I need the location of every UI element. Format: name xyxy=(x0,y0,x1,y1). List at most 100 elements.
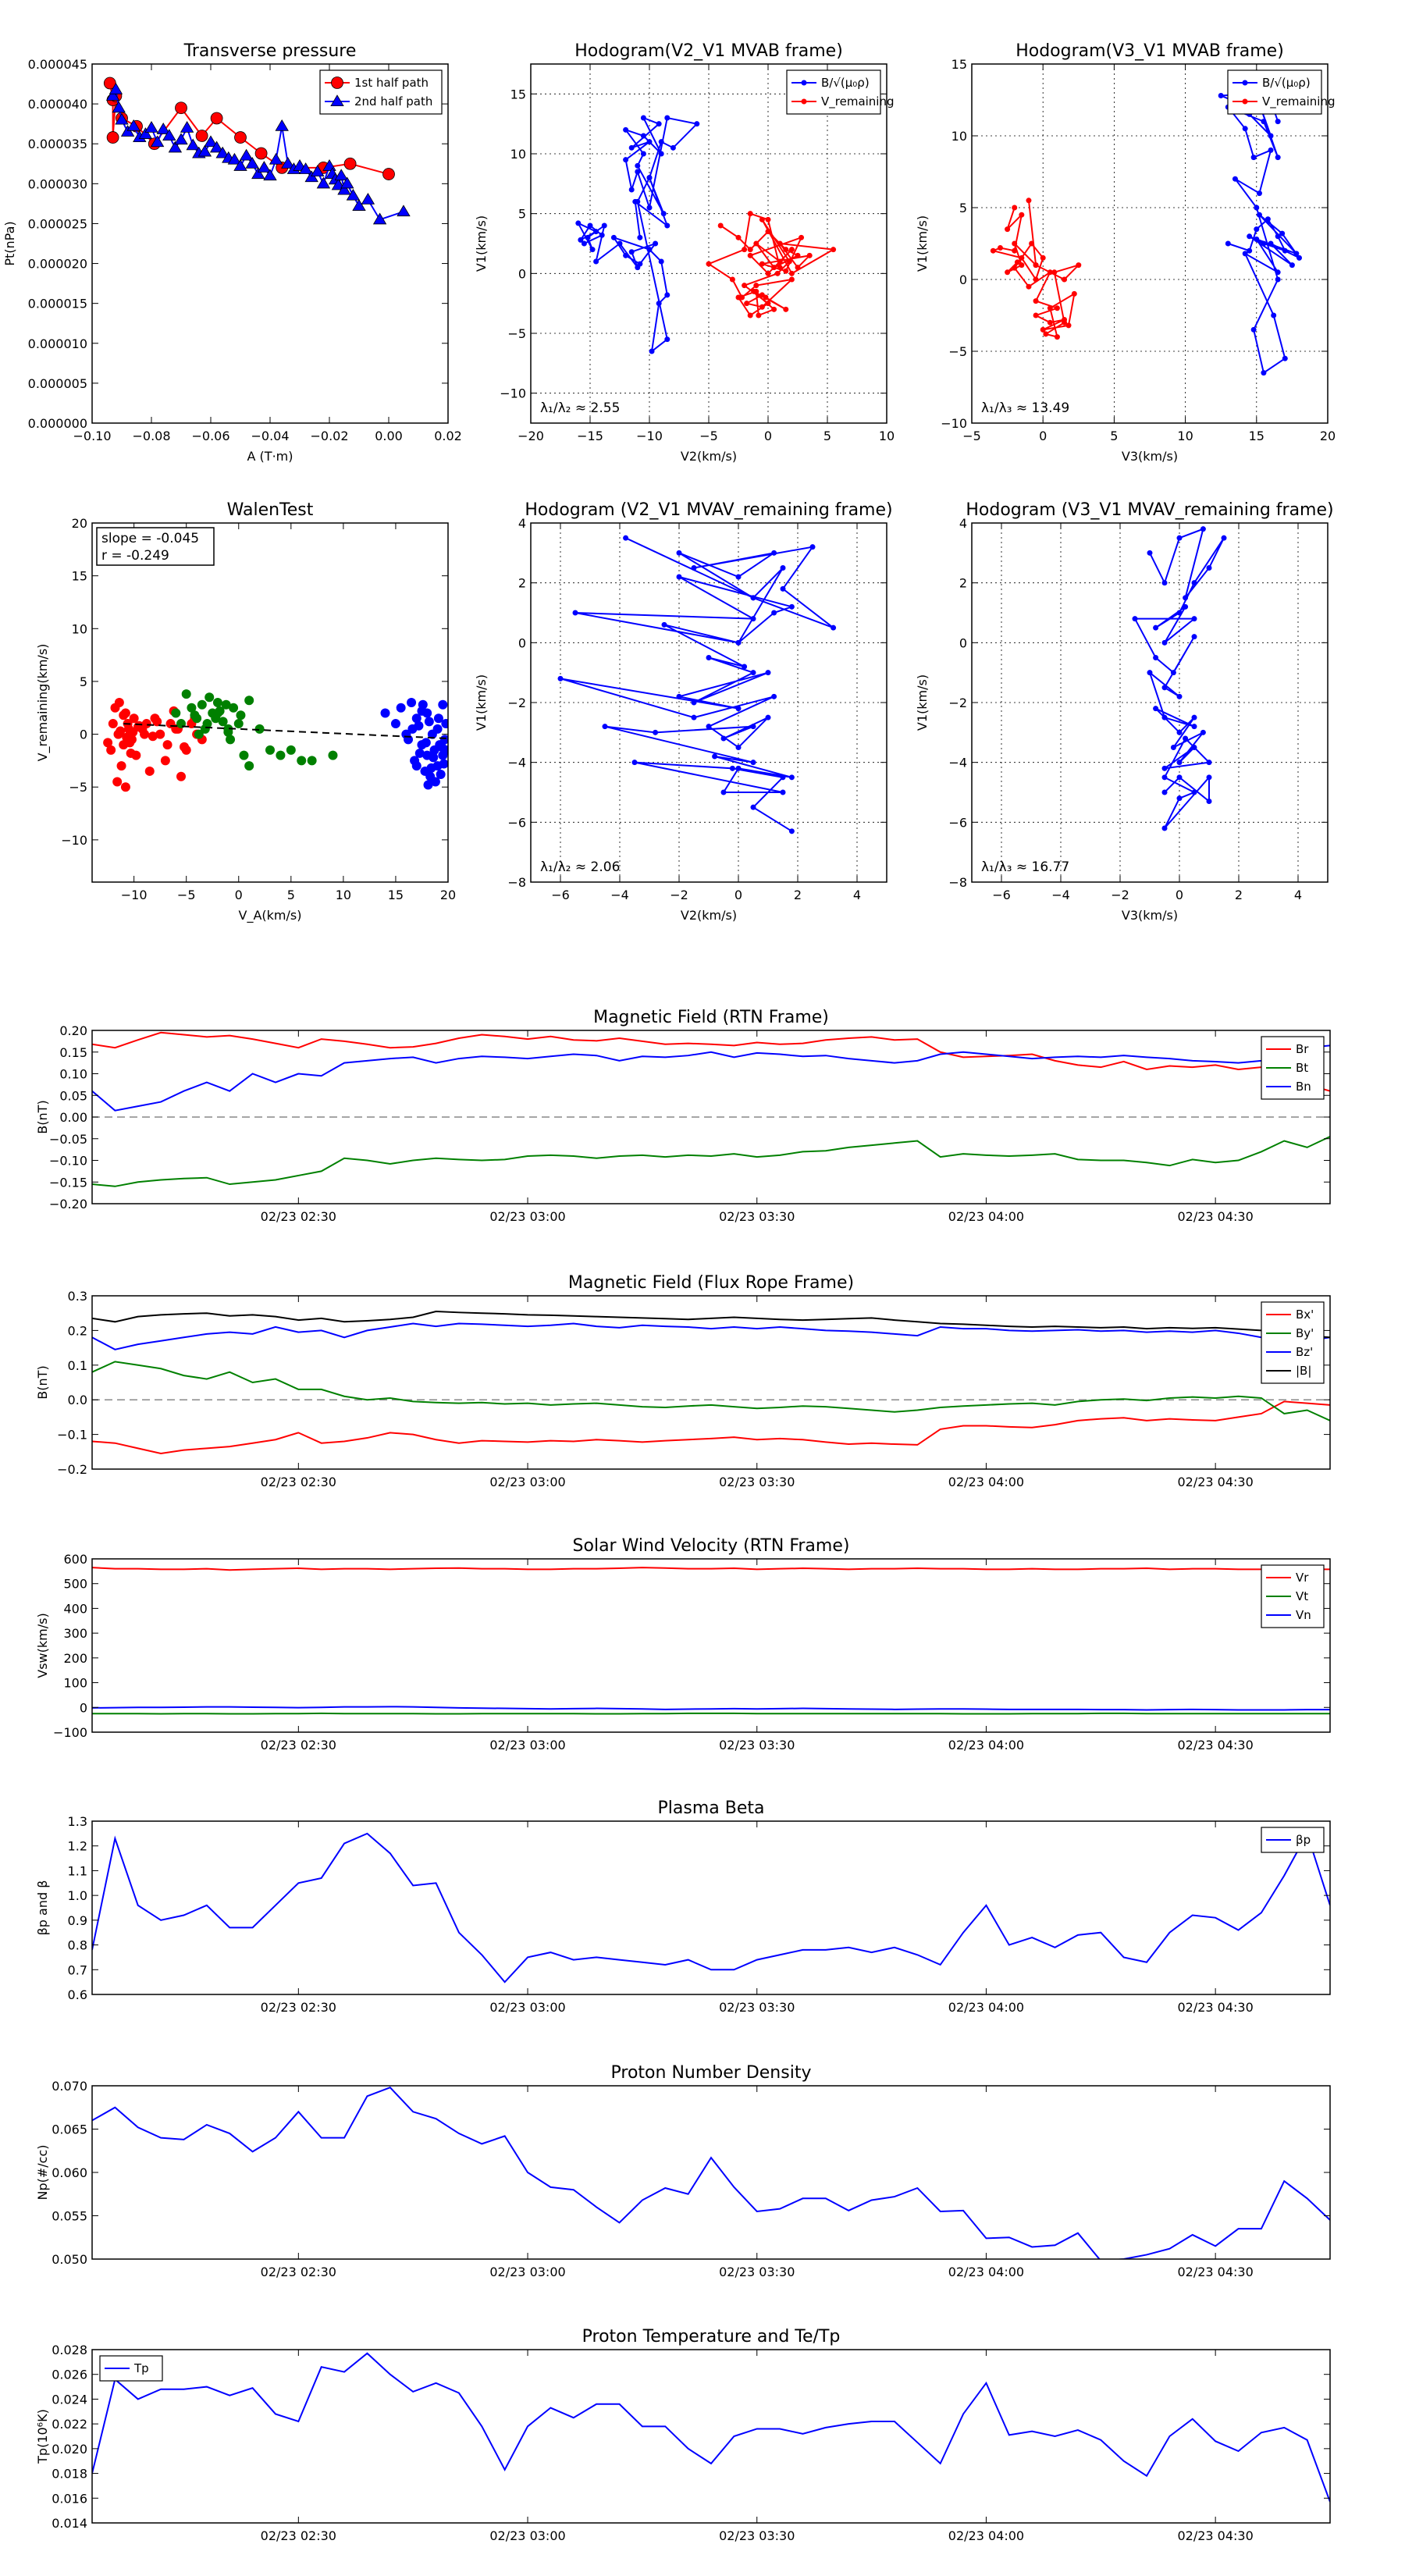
data-point xyxy=(742,664,748,670)
x-tick-label: −6 xyxy=(551,888,570,902)
data-point xyxy=(777,258,783,265)
data-point xyxy=(589,247,596,253)
data-point xyxy=(254,147,268,160)
data-point xyxy=(1261,370,1267,376)
x-tick-label: 02/23 02:30 xyxy=(261,2265,336,2279)
y-axis-label: B(nT) xyxy=(35,1100,50,1133)
plot-area xyxy=(92,1567,1330,1715)
data-point xyxy=(750,670,756,676)
x-tick-label: 02/23 04:30 xyxy=(1177,2265,1253,2279)
series-line xyxy=(92,2352,1330,2503)
chart-bfield_rtn: 02/23 02:30 02/23 03:00 02/23 03:30 02/23 0… xyxy=(35,1008,1331,1224)
y-tick-label: 10 xyxy=(951,129,967,144)
data-point xyxy=(750,760,756,766)
x-tick-label: 02/23 03:00 xyxy=(489,2265,565,2279)
x-tick-label: 02/23 03:30 xyxy=(719,1475,795,1489)
data-point xyxy=(735,706,742,712)
x-tick-label: −0.10 xyxy=(73,429,111,443)
x-tick-label: 02/23 03:30 xyxy=(719,1738,795,1752)
data-point xyxy=(1206,760,1212,766)
y-tick-label: 0.000000 xyxy=(28,416,87,431)
y-tick-label: 0.000040 xyxy=(28,97,87,112)
data-point xyxy=(141,719,151,729)
data-point xyxy=(337,183,351,195)
data-point xyxy=(140,729,150,739)
x-tick-label: 5 xyxy=(1110,429,1118,443)
data-point xyxy=(160,756,170,766)
legend-marker xyxy=(801,80,807,86)
data-point xyxy=(439,735,448,745)
data-point xyxy=(765,216,771,222)
series-vt xyxy=(92,1712,1330,1715)
data-point xyxy=(418,699,428,710)
y-tick-label: 0.6 xyxy=(68,1987,87,2002)
plot-frame xyxy=(971,63,1329,424)
data-point xyxy=(1191,724,1197,730)
data-point xyxy=(1297,254,1303,261)
y-tick-label: 0.15 xyxy=(59,1045,87,1060)
data-point xyxy=(1289,262,1295,269)
y-tick-label: 0.000035 xyxy=(28,137,87,151)
data-point xyxy=(1191,745,1197,750)
data-point xyxy=(1161,639,1168,646)
data-point xyxy=(735,574,742,580)
series-v-remaining xyxy=(990,197,1082,340)
data-point xyxy=(742,283,748,289)
y-tick-label: 1.0 xyxy=(68,1888,87,1903)
x-tick-label: 02/23 02:30 xyxy=(261,2000,336,2015)
data-point xyxy=(1161,714,1168,720)
data-point xyxy=(298,162,313,174)
series--b- xyxy=(92,1310,1330,1339)
data-point xyxy=(635,169,641,175)
data-point xyxy=(1282,355,1288,361)
data-point xyxy=(747,252,753,258)
data-point xyxy=(1261,240,1267,247)
data-point xyxy=(1268,133,1274,139)
data-point xyxy=(623,157,629,163)
data-point xyxy=(1033,276,1039,283)
data-point xyxy=(334,169,348,181)
data-point xyxy=(1161,580,1168,586)
data-point xyxy=(1176,774,1183,781)
y-tick-label: 500 xyxy=(63,1577,87,1592)
data-point xyxy=(171,708,181,718)
data-point xyxy=(168,141,183,153)
data-point xyxy=(212,698,222,707)
data-point xyxy=(658,151,664,157)
chart-title: Magnetic Field (Flux Rope Frame) xyxy=(568,1273,854,1293)
data-point xyxy=(233,719,244,729)
data-point xyxy=(340,176,354,189)
data-point xyxy=(180,120,194,133)
y-tick-label: 4 xyxy=(959,516,967,531)
series-line xyxy=(92,1831,1330,1984)
data-point xyxy=(1062,319,1068,326)
data-point xyxy=(610,234,617,240)
data-point xyxy=(411,761,422,771)
legend-label: V_remaining xyxy=(821,94,895,109)
x-tick-label: 02/23 03:30 xyxy=(719,1209,795,1224)
y-tick-label: −0.05 xyxy=(49,1132,87,1147)
data-point xyxy=(780,565,786,571)
data-point xyxy=(429,753,439,763)
x-tick-label: 02/23 04:30 xyxy=(1177,2528,1253,2543)
data-point xyxy=(244,761,254,771)
legend-label: B/√(μ₀ρ) xyxy=(821,76,870,90)
y-tick-label: 0.8 xyxy=(68,1938,87,1953)
data-point xyxy=(105,89,120,101)
x-tick-label: 0 xyxy=(235,888,243,902)
x-tick-label: 02/23 03:00 xyxy=(489,2000,565,2015)
data-point xyxy=(640,151,646,157)
data-point xyxy=(122,732,132,742)
data-point xyxy=(786,258,792,265)
data-point xyxy=(706,724,712,730)
data-point xyxy=(1012,205,1018,211)
series-bt xyxy=(92,1136,1330,1187)
y-tick-label: 4 xyxy=(518,516,526,531)
y-tick-label: 10 xyxy=(72,621,87,636)
data-point xyxy=(229,703,239,713)
data-point xyxy=(286,745,296,755)
data-point xyxy=(656,121,662,127)
data-point xyxy=(771,306,777,312)
data-point xyxy=(750,595,756,601)
